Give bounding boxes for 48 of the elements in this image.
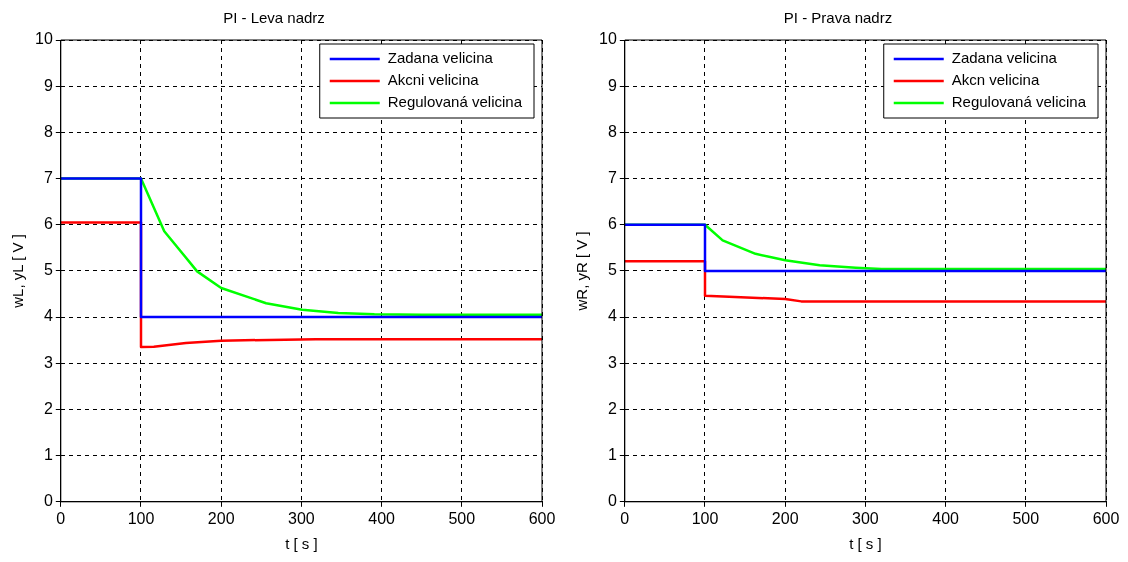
y-tick-label: 9	[43, 76, 53, 94]
y-tick-label: 8	[43, 122, 53, 140]
x-axis-title: t [ s ]	[285, 535, 318, 553]
x-tick-label: 200	[207, 509, 235, 527]
x-tick-label: 600	[1092, 509, 1120, 527]
legend-label: Zadana velicina	[951, 49, 1058, 67]
legend-label: Akcn velicina	[951, 71, 1040, 89]
legend-label: Regulovaná velicina	[387, 93, 523, 111]
y-tick-label: 10	[35, 30, 53, 48]
y-tick-label: 0	[607, 492, 617, 510]
y-tick-label: 6	[43, 215, 53, 233]
y-tick-label: 2	[607, 399, 617, 417]
y-tick-label: 6	[607, 215, 617, 233]
y-axis-title: wL, yL [ V ]	[9, 234, 27, 309]
chart-title: PI - Leva nadrz	[223, 9, 325, 27]
x-tick-label: 300	[852, 509, 879, 527]
x-tick-label: 100	[127, 509, 155, 527]
x-tick-label: 500	[1012, 509, 1040, 527]
legend-label: Akcni velicina	[387, 71, 480, 89]
y-tick-label: 3	[43, 353, 53, 371]
y-tick-label: 7	[43, 168, 53, 186]
x-tick-label: 500	[448, 509, 476, 527]
x-tick-label: 100	[691, 509, 719, 527]
legend-label: Zadana velicina	[387, 49, 494, 67]
x-tick-label: 0	[56, 509, 66, 527]
y-tick-label: 1	[43, 446, 53, 464]
y-tick-label: 1	[607, 446, 617, 464]
x-tick-label: 300	[288, 509, 315, 527]
y-tick-label: 0	[43, 492, 53, 510]
y-tick-label: 4	[43, 307, 53, 325]
y-tick-label: 3	[607, 353, 617, 371]
x-tick-label: 400	[932, 509, 960, 527]
y-tick-label: 5	[607, 261, 617, 279]
y-tick-label: 10	[599, 30, 617, 48]
y-axis-title: wR, yR [ V ]	[573, 231, 591, 312]
x-tick-label: 400	[368, 509, 396, 527]
y-tick-label: 2	[43, 399, 53, 417]
legend-label: Regulovaná velicina	[951, 93, 1087, 111]
y-tick-label: 5	[43, 261, 53, 279]
x-axis-title: t [ s ]	[849, 535, 882, 553]
y-tick-label: 7	[607, 168, 617, 186]
x-tick-label: 600	[528, 509, 556, 527]
x-tick-label: 0	[620, 509, 630, 527]
y-tick-label: 8	[607, 122, 617, 140]
x-tick-label: 200	[771, 509, 799, 527]
chart-title: PI - Prava nadrz	[783, 9, 893, 27]
y-tick-label: 9	[607, 76, 617, 94]
y-tick-label: 4	[607, 307, 617, 325]
